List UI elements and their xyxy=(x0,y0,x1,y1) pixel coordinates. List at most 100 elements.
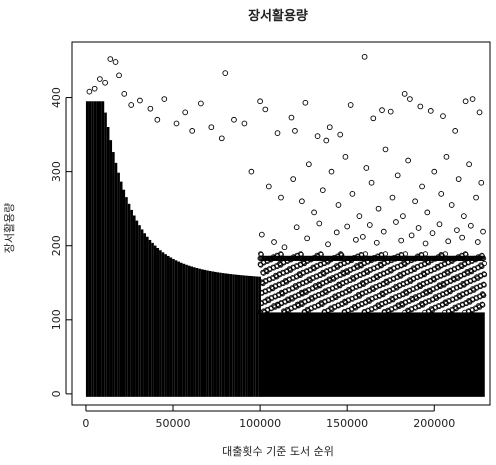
chart-title: 장서활용량 xyxy=(248,8,308,24)
scatter-point xyxy=(452,128,459,134)
dense-band xyxy=(172,258,175,397)
scatter-point xyxy=(306,161,312,168)
dense-band xyxy=(161,252,165,397)
scatter-point xyxy=(290,176,297,182)
scatter-point xyxy=(173,120,180,127)
y-tick-label: 400 xyxy=(50,87,63,108)
scatter-point xyxy=(299,301,305,307)
scatter-point xyxy=(293,284,300,290)
scatter-point xyxy=(208,124,215,131)
scatter-point xyxy=(353,236,359,243)
scatter-point xyxy=(314,133,321,139)
x-axis: 0 50000 100000 150000 200000 xyxy=(82,405,455,430)
dense-band xyxy=(232,274,235,397)
scatter-point xyxy=(477,304,483,310)
scatter-point xyxy=(453,306,459,312)
scatter-point xyxy=(335,202,342,208)
scatter-point xyxy=(402,261,408,267)
scatter-point xyxy=(299,198,305,205)
scatter-point xyxy=(337,131,344,138)
dense-band xyxy=(260,312,485,397)
dense-band xyxy=(114,162,118,397)
scatter-point xyxy=(412,198,418,205)
scatter-point xyxy=(258,231,265,238)
scatter-point xyxy=(364,269,371,275)
scatter-point xyxy=(292,128,298,134)
scatter-point xyxy=(260,280,266,287)
scatter-point xyxy=(373,239,380,246)
scatter-point xyxy=(360,281,367,287)
dense-band xyxy=(125,197,128,397)
scatter-point xyxy=(401,91,408,97)
scatter-point xyxy=(285,308,292,314)
scatter-point xyxy=(427,108,434,114)
dense-band xyxy=(156,248,160,397)
scatter-point xyxy=(469,96,476,102)
dense-band xyxy=(132,215,136,397)
scatter-point xyxy=(374,274,380,281)
scatter-point xyxy=(436,221,443,228)
dense-band xyxy=(96,101,99,397)
dense-band xyxy=(216,272,220,397)
scatter-point xyxy=(479,263,485,270)
scatter-point xyxy=(154,116,161,123)
dense-band xyxy=(250,276,254,397)
scatter-point xyxy=(387,108,394,115)
scatter-point xyxy=(368,179,375,186)
dense-band xyxy=(101,101,105,397)
scatter-point xyxy=(427,289,433,295)
y-tick-label: 100 xyxy=(50,309,63,330)
dense-band xyxy=(193,267,196,397)
scatter-point xyxy=(435,265,441,271)
dense-band xyxy=(164,254,167,397)
scatter-point xyxy=(419,183,425,190)
scatter-point xyxy=(297,272,304,278)
scatter-point xyxy=(476,109,483,116)
scatter-point xyxy=(344,223,351,230)
scatter-point xyxy=(415,225,422,231)
scatter-point xyxy=(366,222,373,228)
scatter-point xyxy=(361,53,368,60)
dense-band xyxy=(200,269,204,397)
y-tick-label: 300 xyxy=(50,161,63,182)
scatter-point xyxy=(480,228,486,235)
dense-band xyxy=(198,268,201,397)
x-tick-label: 0 xyxy=(82,417,89,430)
scatter-point xyxy=(421,272,428,278)
scatter-point xyxy=(384,280,390,286)
dense-band xyxy=(242,275,246,397)
dense-band xyxy=(130,209,133,397)
scatter-point xyxy=(481,255,487,261)
dense-band xyxy=(247,275,251,397)
dense-band xyxy=(93,101,97,397)
dense-band xyxy=(159,250,162,397)
scatter-point xyxy=(301,260,308,267)
scatter-point xyxy=(271,239,277,245)
scatter-point xyxy=(288,267,294,273)
scatter-point xyxy=(404,290,410,296)
scatter-point xyxy=(218,135,225,142)
dense-band xyxy=(185,264,188,397)
scatter-point xyxy=(441,282,447,288)
scatter-point xyxy=(278,194,284,201)
scatter-point xyxy=(466,161,472,168)
dense-band xyxy=(138,225,141,397)
dense-band xyxy=(153,245,157,397)
scatter-point xyxy=(443,300,449,307)
scatter-point xyxy=(137,97,143,104)
x-tick-label: 100000 xyxy=(239,417,281,430)
scatter-point xyxy=(429,307,436,313)
dense-point-cloud xyxy=(85,101,488,397)
scatter-point xyxy=(311,209,317,216)
scatter-point xyxy=(380,228,387,235)
scatter-point xyxy=(107,56,114,62)
scatter-point xyxy=(459,263,465,270)
scatter-point xyxy=(469,269,475,275)
plot-frame xyxy=(71,41,491,406)
scatter-point xyxy=(323,137,330,144)
dense-band xyxy=(255,276,259,397)
scatter-point xyxy=(278,262,284,268)
scatter-point xyxy=(331,276,337,282)
dense-band xyxy=(143,233,147,397)
scatter-point xyxy=(420,302,426,308)
